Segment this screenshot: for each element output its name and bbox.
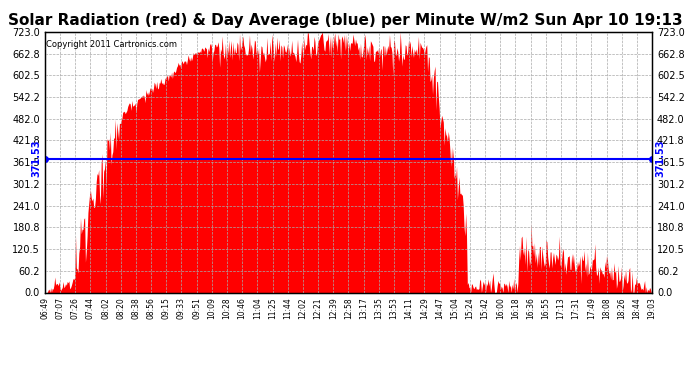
Text: Copyright 2011 Cartronics.com: Copyright 2011 Cartronics.com <box>46 40 177 49</box>
Text: Solar Radiation (red) & Day Average (blue) per Minute W/m2 Sun Apr 10 19:13: Solar Radiation (red) & Day Average (blu… <box>8 13 682 28</box>
Text: 371.53: 371.53 <box>32 140 42 177</box>
Text: 371.53: 371.53 <box>655 140 665 177</box>
